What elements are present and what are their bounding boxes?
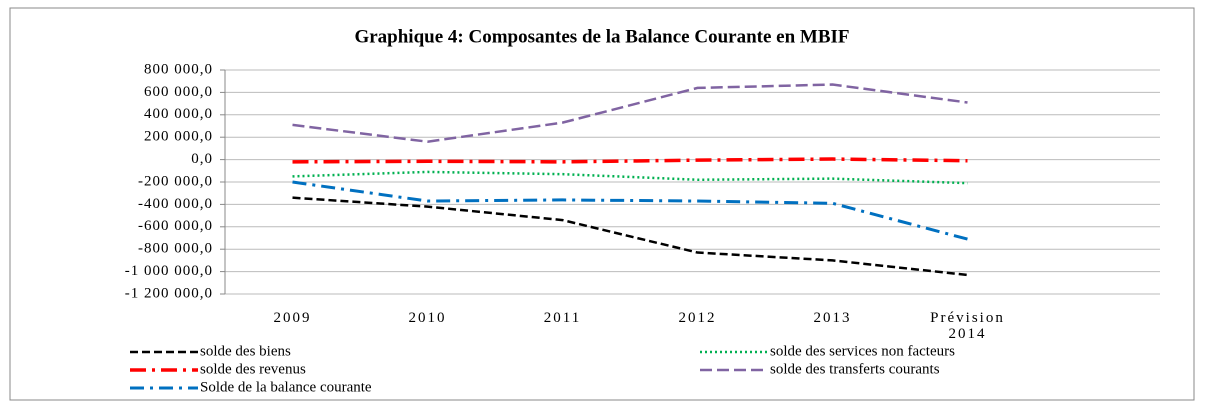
legend-label: Solde de la balance courante	[200, 379, 372, 395]
legend-label: solde des biens	[200, 343, 291, 359]
y-tick-label: 600 000,0	[144, 84, 213, 100]
legend-label: solde des transferts courants	[770, 361, 940, 377]
x-tick-label: Prévision 2014	[930, 310, 1005, 342]
y-tick-label: -200 000,0	[138, 173, 213, 189]
x-tick-label: 2010	[408, 310, 447, 326]
y-tick-label: -400 000,0	[138, 196, 213, 212]
y-tick-label: -1 000 000,0	[125, 263, 213, 279]
legend-label: solde des services non facteurs	[770, 343, 955, 359]
y-tick-label: 0,0	[191, 151, 213, 167]
x-tick-label: 2013	[813, 310, 852, 326]
y-tick-label: -600 000,0	[138, 218, 213, 234]
series-line	[292, 83, 968, 143]
series-line	[292, 170, 968, 185]
chart-border	[9, 7, 1195, 401]
x-tick-label: 2012	[678, 310, 717, 326]
chart-title: Graphique 4: Composantes de la Balance C…	[354, 26, 849, 47]
y-tick-label: 400 000,0	[144, 106, 213, 122]
y-tick-label: -1 200 000,0	[125, 285, 213, 301]
series-line	[292, 180, 968, 241]
series-line	[292, 157, 968, 164]
x-tick-label: 2011	[543, 310, 582, 326]
y-tick-label: 800 000,0	[144, 61, 213, 77]
x-tick-label: 2009	[273, 310, 312, 326]
legend-label: solde des revenus	[200, 361, 306, 377]
series-line	[292, 196, 968, 277]
y-tick-label: -800 000,0	[138, 241, 213, 257]
y-tick-label: 200 000,0	[144, 129, 213, 145]
